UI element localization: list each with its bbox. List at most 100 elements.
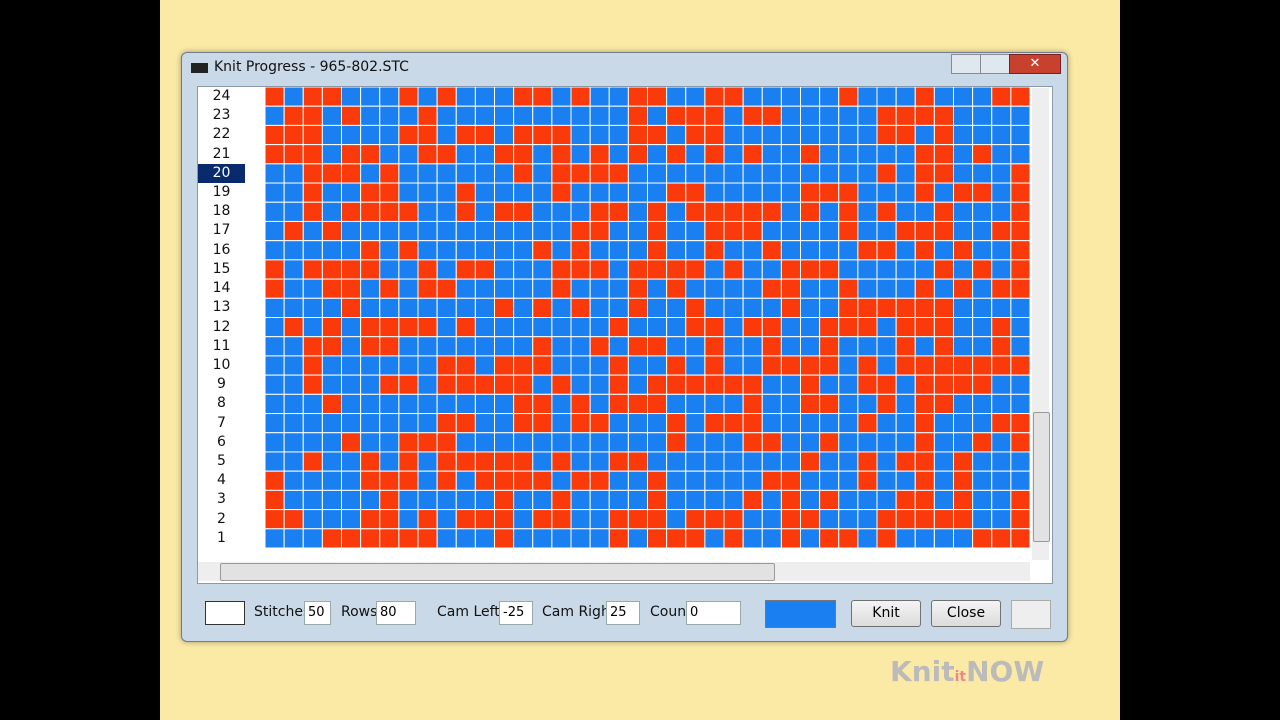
stitch-cell <box>991 220 1012 242</box>
stitch-cell <box>532 105 553 126</box>
stitch-cell <box>704 432 725 453</box>
stitch-cell <box>551 413 572 434</box>
stitch-cell <box>666 355 687 376</box>
stitch-cell <box>417 355 438 376</box>
stitch-cell <box>513 144 534 165</box>
row-label[interactable]: 23 <box>212 107 231 124</box>
stitch-cell <box>972 355 993 376</box>
cam-right-field[interactable]: 25 <box>606 601 640 625</box>
stitch-cell <box>857 509 878 530</box>
row-label[interactable]: 2 <box>217 510 226 527</box>
stitch-cell <box>800 87 821 107</box>
vertical-scroll-thumb[interactable] <box>1033 412 1050 542</box>
stitch-cell <box>608 451 629 472</box>
stitch-cell <box>513 451 534 472</box>
close-window-button[interactable]: ✕ <box>1009 54 1061 74</box>
row-label[interactable]: 22 <box>212 126 231 143</box>
row-label[interactable]: 3 <box>217 491 226 508</box>
row-label[interactable]: 14 <box>212 280 231 297</box>
stitch-cell <box>341 124 362 146</box>
knit-button[interactable]: Knit <box>851 600 921 627</box>
row-label[interactable]: 5 <box>217 452 226 469</box>
stitch-cell <box>627 528 648 548</box>
stitch-cell <box>570 105 591 126</box>
stitch-cell <box>513 374 534 395</box>
horizontal-scroll-thumb[interactable] <box>220 563 775 581</box>
stitch-cell <box>379 470 400 491</box>
machine-icon[interactable] <box>205 601 245 625</box>
stitch-cell <box>991 336 1012 357</box>
stitch-cell <box>302 509 323 530</box>
stitch-cell <box>742 297 763 319</box>
stitch-cell <box>532 451 553 472</box>
stitch-cell <box>551 297 572 319</box>
row-label[interactable]: 8 <box>217 395 226 412</box>
stitch-cell <box>972 297 993 319</box>
row-label[interactable]: 6 <box>217 433 226 450</box>
stitch-cell <box>455 451 476 472</box>
row-label[interactable]: 17 <box>212 222 231 239</box>
stitch-cell <box>838 489 859 511</box>
stitch-cell <box>341 374 362 395</box>
stitch-cell <box>265 317 285 338</box>
stitch-cell <box>283 259 304 280</box>
stitch-cell <box>589 278 610 299</box>
stitch-cell <box>627 87 648 107</box>
maximize-button[interactable] <box>980 54 1010 74</box>
row-label[interactable]: 1 <box>217 529 226 546</box>
row-label[interactable]: 10 <box>212 356 231 373</box>
row-label[interactable]: 12 <box>212 318 231 335</box>
stitch-cell <box>819 240 840 261</box>
minimize-button[interactable] <box>951 54 981 74</box>
stitch-cell <box>1010 509 1030 530</box>
stitch-cell <box>417 105 438 126</box>
stitch-cell <box>513 413 534 434</box>
stitch-cell <box>608 528 629 548</box>
stitch-cell <box>953 220 974 242</box>
stitch-cell <box>321 144 342 165</box>
stitch-cell <box>398 163 419 184</box>
row-label[interactable]: 13 <box>212 299 231 316</box>
stitch-cell <box>627 432 648 453</box>
stitches-field[interactable]: 50 <box>304 601 331 625</box>
cam-left-field[interactable]: -25 <box>499 601 533 625</box>
stitch-cell <box>857 182 878 203</box>
stitch-cell <box>341 528 362 548</box>
close-button[interactable]: Close <box>931 600 1001 627</box>
row-label[interactable]: 11 <box>212 337 231 354</box>
stitch-cell <box>914 163 935 184</box>
row-label[interactable]: 19 <box>212 184 231 201</box>
stitch-cell <box>283 413 304 434</box>
row-label[interactable]: 20 <box>198 163 245 183</box>
stitch-cell <box>627 489 648 511</box>
stitch-cell <box>265 105 285 126</box>
rows-field[interactable]: 80 <box>376 601 416 625</box>
row-label[interactable]: 16 <box>212 241 231 258</box>
logo-brand: Knit <box>890 655 955 688</box>
stitch-cell <box>455 317 476 338</box>
stitch-cell <box>647 528 668 548</box>
count-field[interactable]: 0 <box>686 601 741 625</box>
row-label[interactable]: 21 <box>212 145 231 162</box>
row-label[interactable]: 18 <box>212 203 231 220</box>
stitch-cell <box>857 240 878 261</box>
stitch-cell <box>723 182 744 203</box>
stitch-cell <box>360 259 381 280</box>
stitch-cell <box>551 432 572 453</box>
row-label[interactable]: 24 <box>212 88 231 104</box>
stitch-cell <box>972 470 993 491</box>
stitch-cell <box>800 182 821 203</box>
row-label[interactable]: 15 <box>212 260 231 277</box>
stitch-cell <box>991 144 1012 165</box>
stitch-cell <box>265 220 285 242</box>
row-label[interactable]: 9 <box>217 376 226 393</box>
row-label[interactable]: 4 <box>217 472 226 489</box>
row-label[interactable]: 7 <box>217 414 226 431</box>
stitch-cell <box>436 105 457 126</box>
stitch-cell <box>551 240 572 261</box>
stitch-cell <box>513 182 534 203</box>
stitch-cell <box>895 240 916 261</box>
stitch-cell <box>876 87 897 107</box>
stitch-cell <box>265 489 285 511</box>
stitch-cell <box>341 278 362 299</box>
